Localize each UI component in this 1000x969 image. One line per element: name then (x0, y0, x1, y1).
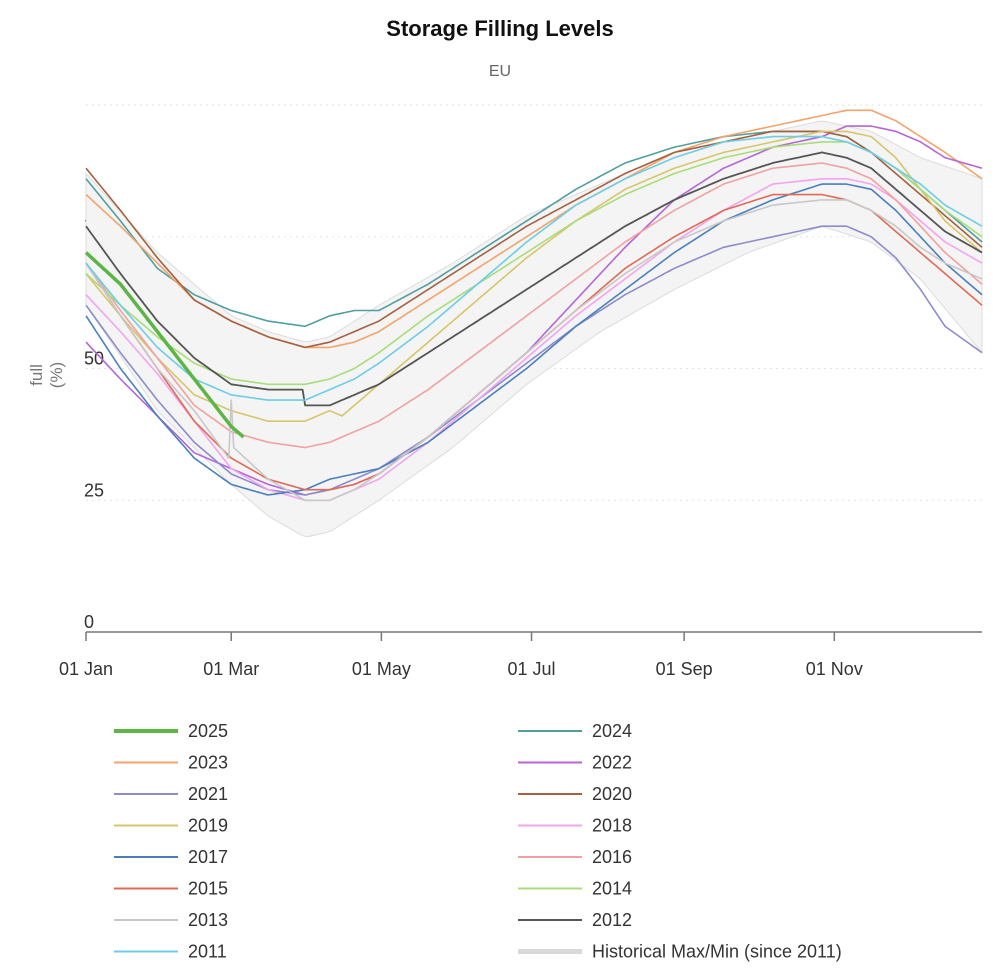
x-tick-label: 01 May (352, 659, 411, 679)
series-line-2017 (85, 183, 983, 496)
legend-item-label: 2014 (592, 879, 632, 899)
series-line-2011 (85, 135, 983, 401)
series-line-2020 (85, 130, 983, 349)
y-tick-label: 25 (84, 480, 104, 500)
legend-item-label: 2018 (592, 816, 632, 836)
y-tick-label: 50 (84, 349, 104, 369)
y-axis-label: full (%) (27, 362, 66, 388)
legend-item-label: Historical Max/Min (since 2011) (592, 942, 842, 962)
y-axis-label-line2: (%) (47, 362, 66, 388)
legend-item-label: 2025 (188, 721, 228, 741)
legend-item-label: 2011 (188, 942, 227, 962)
x-tick-label: 01 Jul (508, 659, 556, 679)
legend-item-label: 2017 (188, 847, 228, 867)
legend-item-label: 2015 (188, 879, 228, 899)
legend-item-label: 2019 (188, 816, 228, 836)
legend: 2025 2024 2023 2022 2021 2020 2019 2018 2017 2016… (114, 721, 842, 962)
legend-item-label: 2024 (592, 721, 632, 741)
series-line-2014 (85, 141, 983, 386)
series-lines (84, 109, 983, 502)
series-line-2012 (85, 151, 983, 407)
legend-item-label: 2023 (188, 753, 228, 773)
series-line-2019 (85, 130, 983, 423)
y-axis-label-line1: full (27, 364, 46, 386)
x-tick-label: 01 Nov (806, 659, 863, 679)
x-tick-label: 01 Jan (59, 659, 113, 679)
series-line-2021 (85, 225, 983, 496)
chart-title: Storage Filling Levels (386, 16, 613, 41)
chart-subtitle: EU (489, 63, 511, 80)
x-tick-label: 01 Mar (203, 659, 259, 679)
series-line-2016 (85, 162, 983, 449)
legend-item-label: 2022 (592, 753, 632, 773)
series-line-2018 (85, 178, 983, 502)
series-line-2025 (84, 251, 245, 439)
legend-item-label: 2021 (188, 784, 228, 804)
x-axis: 01 Jan 01 Mar 01 May 01 Jul 01 Sep 01 Nov (59, 631, 982, 679)
legend-item-label: 2016 (592, 847, 632, 867)
y-tick-label: 0 (84, 612, 94, 632)
x-tick-label: 01 Sep (656, 659, 713, 679)
legend-item-label: 2012 (592, 910, 632, 930)
series-line-2013 (85, 199, 983, 502)
legend-item-label: 2013 (188, 910, 228, 930)
legend-item-label: 2020 (592, 784, 632, 804)
